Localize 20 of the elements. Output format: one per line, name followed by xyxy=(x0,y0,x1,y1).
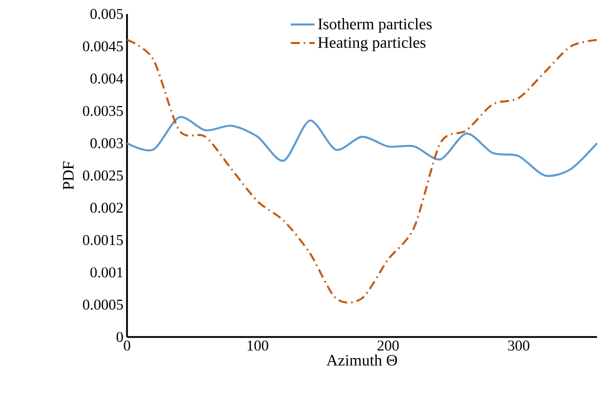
y-tick-label: 0.005 xyxy=(90,8,123,20)
y-tick-label: 0.002 xyxy=(90,202,123,213)
x-tick-label: 0 xyxy=(124,340,130,351)
x-tick-label: 100 xyxy=(248,340,268,351)
y-tick-label: 0.0005 xyxy=(82,300,123,310)
y-tick-label: 0.0015 xyxy=(82,235,123,246)
y-tick-label: 0 xyxy=(116,332,123,342)
y-tick-label: 0.0045 xyxy=(82,41,123,52)
y-axis-title: PDF xyxy=(63,161,74,190)
legend-label: Isotherm particles xyxy=(318,18,432,33)
y-tick-label: 0.004 xyxy=(90,74,124,84)
legend-label: Heating particles xyxy=(318,36,426,52)
y-tick-label: 0.001 xyxy=(90,267,123,278)
line-series xyxy=(126,116,598,177)
y-tick-label: 0.0025 xyxy=(82,170,123,181)
y-tick-label: 0.0035 xyxy=(82,106,123,116)
x-tick-label: 300 xyxy=(508,340,530,351)
y-tick-label: 0.003 xyxy=(90,138,123,148)
x-axis-title: Azimuth Θ xyxy=(326,354,397,366)
x-tick-label: 200 xyxy=(378,340,399,351)
